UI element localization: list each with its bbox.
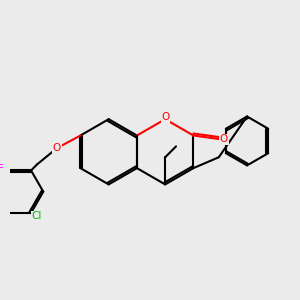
Text: O: O (53, 143, 61, 153)
Text: Cl: Cl (31, 212, 42, 221)
Text: O: O (161, 112, 169, 122)
Text: O: O (220, 134, 228, 144)
Text: F: F (0, 164, 4, 174)
